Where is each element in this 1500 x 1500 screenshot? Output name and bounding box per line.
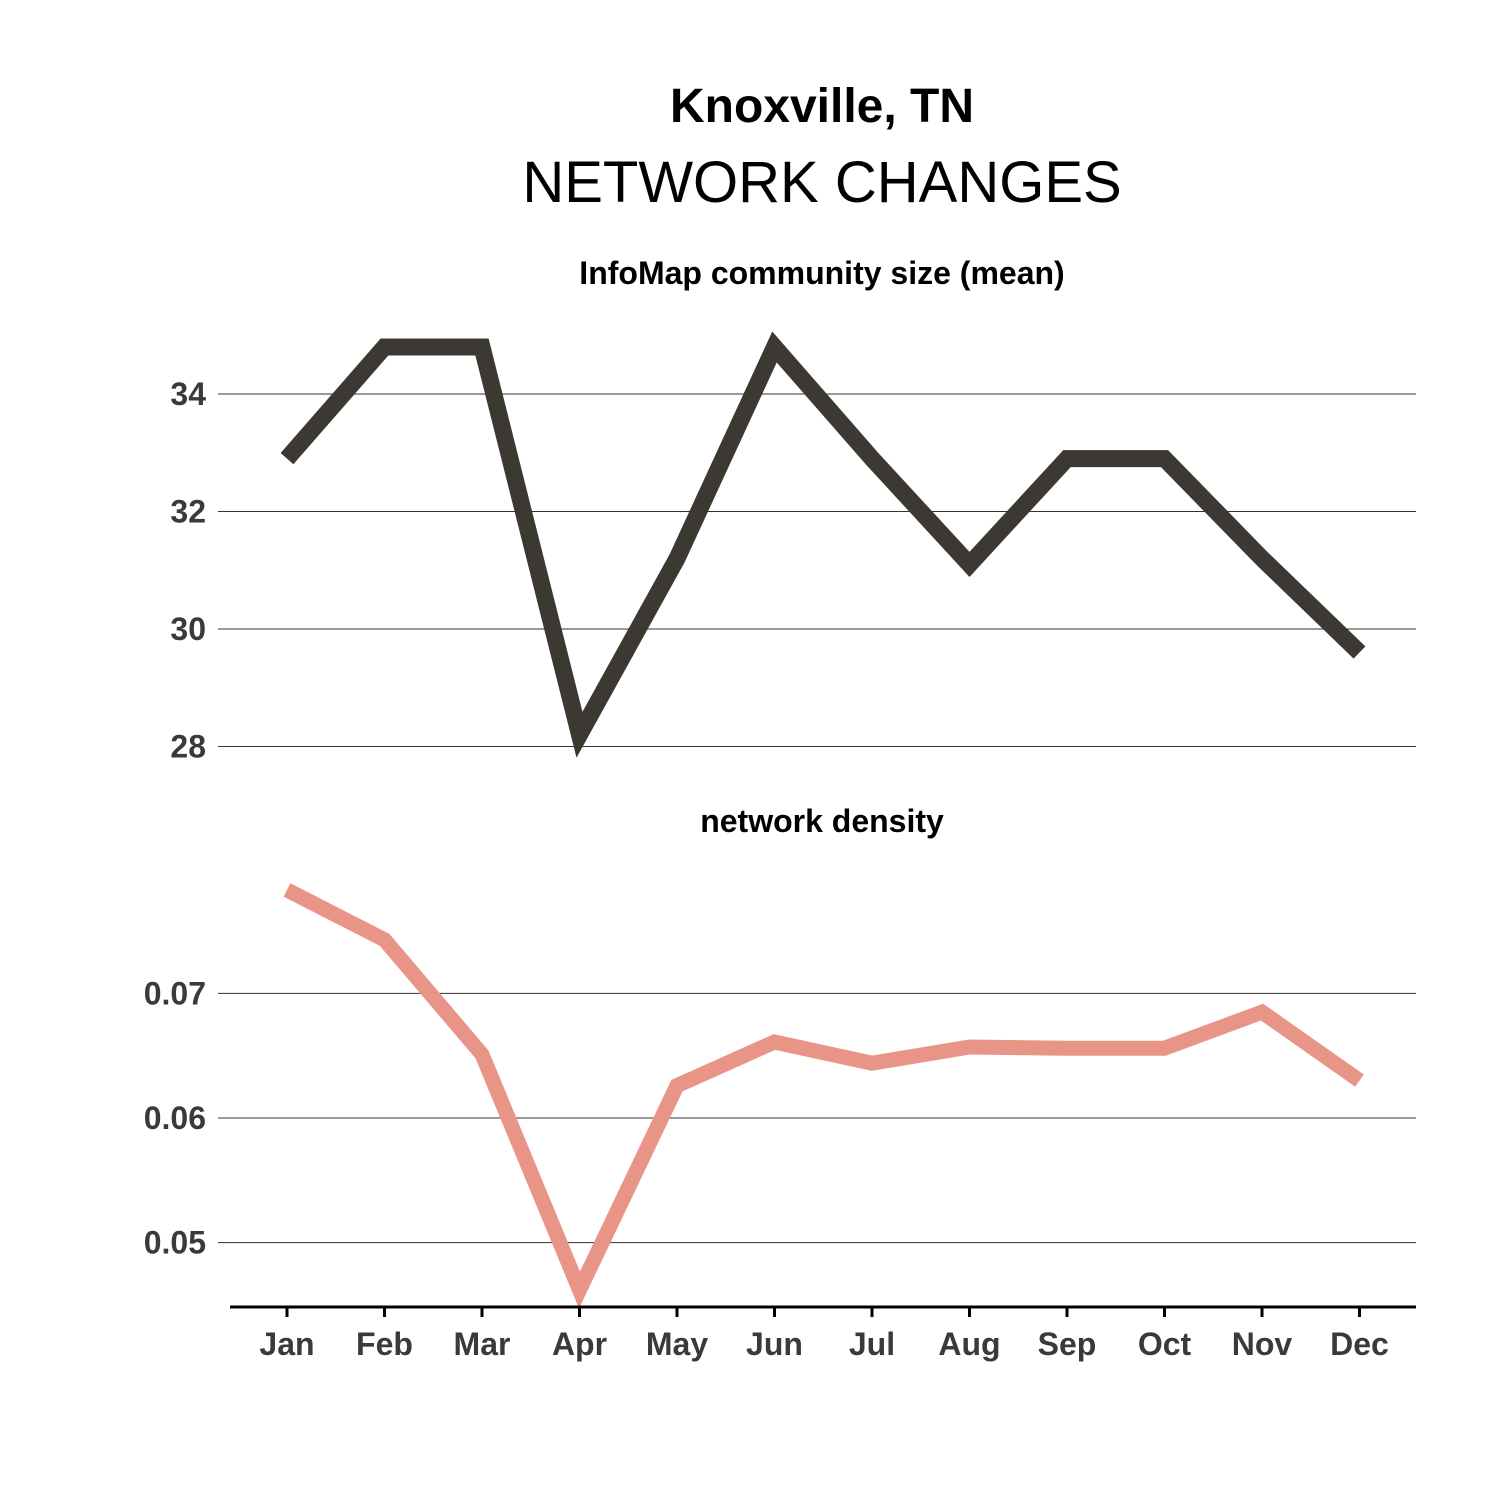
x-tick-label: May (646, 1326, 708, 1362)
x-tick-label: Apr (552, 1326, 607, 1362)
y-tick-label-density: 0.05 (144, 1225, 206, 1261)
y-tick-label-community-size: 32 (170, 494, 206, 530)
x-tick-label: Feb (356, 1326, 413, 1362)
x-tick-label: Jun (746, 1326, 803, 1362)
y-tick-label-community-size: 34 (170, 376, 206, 412)
x-tick-label: Nov (1232, 1326, 1293, 1362)
x-tick-label: Mar (454, 1326, 511, 1362)
panel-title-network-density: network density (700, 803, 944, 839)
y-tick-label-community-size: 30 (170, 611, 206, 647)
x-tick-label: Jan (259, 1326, 314, 1362)
x-tick-label: Aug (938, 1326, 1000, 1362)
chart-title: Knoxville, TN (670, 80, 974, 133)
panel-density: 0.05 0.06 0.07 (144, 883, 1416, 1309)
y-tick-label-density: 0.06 (144, 1100, 206, 1136)
series-line-density (283, 883, 1364, 1309)
panel-community-size: 28 30 32 34 (170, 331, 1416, 765)
panel-title-community-size: InfoMap community size (mean) (579, 255, 1064, 291)
x-tick-label: Oct (1138, 1326, 1192, 1362)
chart-panels: 28 30 32 34 0.05 0.06 0.07 Jan Feb Mar Apr May Jun Ju… (144, 331, 1416, 1362)
x-tick-label: Jul (849, 1326, 895, 1362)
y-tick-label-density: 0.07 (144, 975, 206, 1011)
chart-subtitle: NETWORK CHANGES (522, 150, 1121, 215)
x-axis: Jan Feb Mar Apr May Jun Jul Aug Sep Oct Nov Dec (230, 1305, 1416, 1362)
x-tick-label: Sep (1038, 1326, 1097, 1362)
x-tick-label: Dec (1330, 1326, 1389, 1362)
series-line-community-size (280, 331, 1366, 758)
y-tick-label-community-size: 28 (170, 729, 206, 765)
